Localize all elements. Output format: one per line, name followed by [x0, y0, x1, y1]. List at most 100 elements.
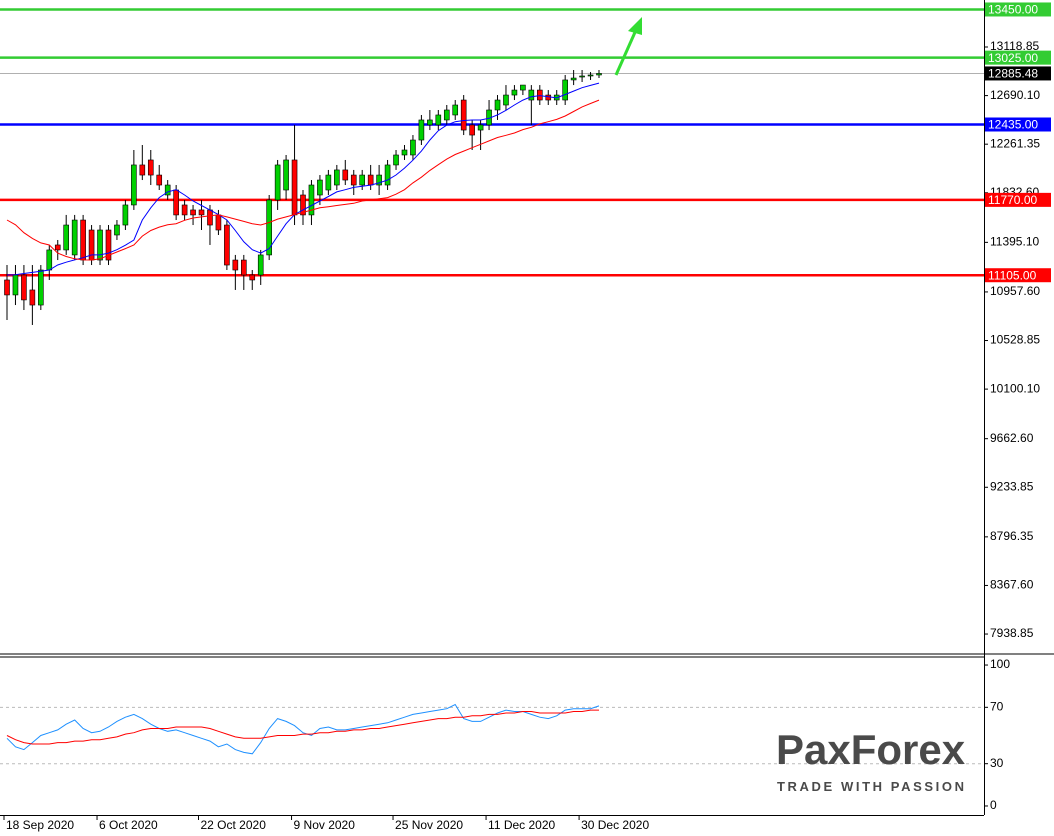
y-tick-label: 7938.85	[990, 626, 1034, 640]
y-tick-label: 0	[990, 798, 997, 812]
candle-body	[359, 174, 366, 186]
candle-body	[545, 94, 552, 101]
candle-body	[198, 209, 205, 216]
candle-body	[579, 75, 585, 78]
candle-body	[131, 164, 137, 206]
candle-body	[4, 279, 10, 296]
candle-body	[97, 229, 103, 261]
candle-body	[477, 124, 484, 131]
candle-body	[105, 229, 112, 261]
candle-body	[122, 204, 129, 226]
candle-body	[435, 114, 442, 126]
candle-body	[139, 164, 146, 176]
candle-body	[427, 119, 433, 126]
candle-body	[384, 164, 391, 186]
x-tick-label: 11 Dec 2020	[488, 818, 555, 832]
candle-body	[21, 274, 27, 301]
candle-body	[570, 77, 577, 81]
candle-body	[317, 179, 323, 196]
level-label: 12435.00	[988, 118, 1038, 132]
candle-body	[215, 214, 222, 231]
candle-body	[418, 119, 425, 141]
candle-body	[410, 139, 416, 156]
candle-body	[469, 124, 475, 136]
line-series	[6, 82, 600, 276]
candle-body	[274, 164, 281, 201]
level-label-box	[985, 50, 1051, 65]
candle-body	[325, 174, 332, 191]
y-tick-label: 12261.35	[990, 136, 1040, 150]
candle-body	[46, 249, 53, 271]
candle-body	[342, 169, 349, 181]
y-tick-label: 11395.10	[990, 235, 1039, 249]
candle-body	[266, 199, 272, 256]
candle-body	[190, 209, 196, 216]
y-tick-label: 9233.85	[990, 479, 1034, 493]
x-tick-label: 9 Nov 2020	[294, 818, 356, 832]
candle-body	[460, 99, 467, 131]
level-label: 13025.00	[988, 51, 1038, 65]
candle-body	[494, 99, 501, 111]
candle-body	[38, 269, 44, 306]
candle-body	[401, 149, 408, 156]
candle-body	[587, 74, 594, 77]
y-tick-label: 30	[990, 756, 1004, 770]
candle-body	[29, 289, 36, 306]
trend-arrow	[614, 17, 642, 76]
candle-body	[443, 109, 450, 121]
candle-body	[334, 169, 340, 186]
y-tick-label: 100	[990, 657, 1010, 671]
candle-body	[376, 174, 382, 186]
candle-body	[536, 89, 543, 101]
level-label: 11770.00	[988, 193, 1037, 207]
y-tick-label: 8796.35	[990, 529, 1034, 543]
candle-body	[452, 104, 459, 116]
candle-body	[257, 254, 264, 276]
candle-body	[308, 184, 315, 216]
candle-body	[181, 204, 188, 216]
x-tick-label: 6 Oct 2020	[99, 818, 158, 832]
candle-body	[283, 159, 289, 191]
candle-body	[291, 159, 298, 216]
line-series	[6, 709, 599, 745]
candle-body	[596, 73, 602, 76]
candle-body	[241, 259, 247, 276]
candle-body	[300, 194, 306, 216]
level-label-box	[985, 192, 1051, 207]
candle-body	[54, 244, 61, 251]
y-tick-label: 13118.85	[990, 39, 1039, 53]
candle-body	[63, 224, 70, 251]
x-tick-label: 22 Oct 2020	[201, 818, 267, 832]
line-series	[6, 99, 600, 261]
candle-body	[503, 94, 509, 106]
x-tick-label: 25 Nov 2020	[395, 818, 463, 832]
candle-body	[232, 259, 239, 271]
candle-body	[511, 89, 518, 96]
x-tick-label: 18 Sep 2020	[6, 818, 74, 832]
x-tick-label: 30 Dec 2020	[581, 818, 649, 832]
y-tick-label: 12690.10	[990, 88, 1040, 102]
logo-tagline: TRADE WITH PASSION	[777, 779, 967, 794]
level-label: 13450.00	[988, 3, 1038, 17]
level-label-box	[985, 2, 1051, 17]
candle-body	[520, 84, 526, 91]
y-tick-label: 8367.60	[990, 578, 1034, 592]
y-tick-label: 9662.60	[990, 431, 1034, 445]
candle-body	[367, 174, 374, 186]
level-label-box	[985, 117, 1051, 132]
logo-name: PaxForex	[776, 726, 966, 773]
level-label: 11105.00	[988, 268, 1037, 282]
y-tick-label: 10528.85	[990, 333, 1040, 347]
logo: PaxForex TRADE WITH PASSION	[776, 726, 967, 794]
candle-body	[207, 209, 213, 226]
line-series	[6, 703, 600, 755]
candle-body	[224, 224, 230, 266]
y-tick-label: 70	[990, 699, 1004, 713]
y-tick-label: 10100.10	[990, 381, 1040, 395]
level-label-box	[985, 268, 1051, 283]
candle-body	[114, 224, 120, 236]
candle-body	[164, 184, 171, 196]
price-label: 12885.48	[988, 67, 1038, 81]
candle-body	[147, 159, 154, 176]
